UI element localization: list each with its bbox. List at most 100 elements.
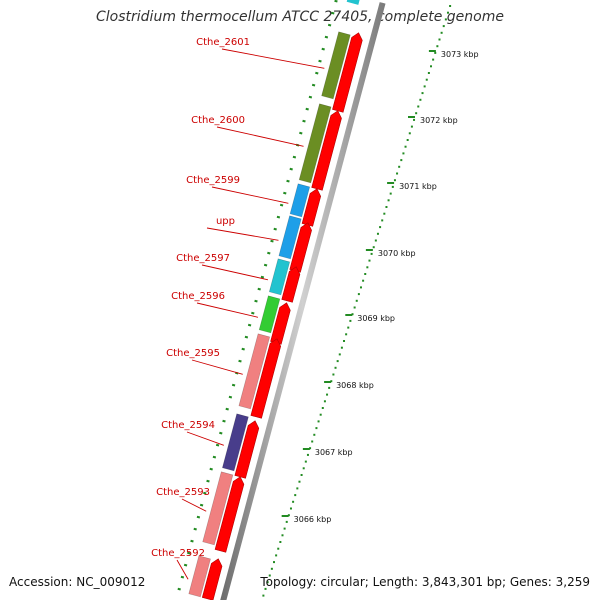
reverse-gene-5 <box>268 258 291 296</box>
scale-dot <box>349 319 352 322</box>
scale-dot <box>351 313 354 316</box>
inner-tick <box>308 95 313 99</box>
inner-tick <box>311 83 316 87</box>
inner-tick <box>187 551 191 555</box>
gene-label-9: Cthe_2593 <box>156 487 210 498</box>
inner-tick <box>193 527 197 531</box>
scale-dot <box>273 561 276 564</box>
leader-line-10 <box>176 559 189 580</box>
scale-dot <box>304 460 307 463</box>
inner-tick <box>270 239 274 243</box>
inner-tick <box>292 155 297 159</box>
scale-dot <box>400 159 403 162</box>
inner-tick <box>286 179 290 183</box>
inner-tick <box>190 539 194 543</box>
scale-dot <box>449 5 452 7</box>
scale-dot <box>410 125 413 128</box>
inner-tick <box>289 167 293 171</box>
scale-dot <box>319 413 322 416</box>
label-leaders <box>176 48 325 580</box>
leader-line-5 <box>201 264 269 281</box>
scale-dot <box>287 514 290 517</box>
scale-dot <box>404 145 407 148</box>
forward-gene-7 <box>250 338 282 419</box>
accession-label: Accession: NC_009012 <box>9 575 146 589</box>
inner-tick <box>283 191 287 195</box>
inner-tick <box>228 395 233 399</box>
inner-tick <box>244 335 249 339</box>
scale-dot <box>417 105 420 108</box>
gene-label-5: Cthe_2597 <box>176 253 230 264</box>
inner-tick <box>209 467 213 471</box>
scale-dot <box>425 78 428 81</box>
scale-dot <box>438 38 441 41</box>
scale-dot <box>393 179 396 182</box>
inner-tick <box>321 47 325 51</box>
scale-dot <box>359 286 362 289</box>
scale-dot <box>444 18 447 21</box>
scale-dot <box>446 11 449 14</box>
inner-tick <box>219 431 223 435</box>
leader-line-7 <box>191 359 243 375</box>
inner-tick <box>257 287 261 291</box>
inner-tick <box>212 455 217 459</box>
gene-label-2: Cthe_2600 <box>191 115 245 126</box>
scale-dot <box>381 219 384 222</box>
scale-dot <box>362 279 365 282</box>
leader-line-6 <box>196 302 259 318</box>
inner-tick <box>196 515 201 519</box>
scale-dot <box>364 273 367 275</box>
scale-dot <box>306 453 309 456</box>
scale-dot <box>387 199 390 202</box>
scale-dot <box>292 500 295 503</box>
forward-gene-3 <box>301 188 322 227</box>
inner-tick <box>238 359 242 363</box>
inner-tick <box>254 299 258 303</box>
inner-tick <box>260 275 265 279</box>
reverse-gene-3 <box>289 183 311 218</box>
scale-dot <box>334 366 337 369</box>
scale-dot <box>298 480 301 483</box>
gene-label-6: Cthe_2596 <box>171 291 225 302</box>
scale-dot <box>379 226 382 229</box>
scale-dot <box>413 118 416 121</box>
scale-dot <box>300 474 303 476</box>
scale-dot <box>406 139 409 141</box>
scale-dot <box>326 393 329 396</box>
scale-label-7: 3067 kbp <box>315 448 353 457</box>
inner-tick <box>273 227 277 231</box>
gene-label-1: Cthe_2601 <box>196 37 250 48</box>
reverse-gene-9 <box>202 471 234 546</box>
reverse-gene-10 <box>188 555 211 598</box>
inner-tick <box>225 407 229 411</box>
scale-label-1: 3073 kbp <box>441 50 479 59</box>
inner-tick <box>177 587 181 591</box>
leader-line-4 <box>206 227 279 241</box>
leader-line-1 <box>221 48 325 69</box>
scale-dot <box>275 554 278 557</box>
scale-dot <box>421 92 424 95</box>
scale-dot <box>338 353 341 356</box>
scale-label-2: 3072 kbp <box>420 116 458 125</box>
scale-dot <box>398 165 401 168</box>
forward-gene-8 <box>234 420 260 479</box>
inner-tick <box>305 107 309 111</box>
forward-strand-track <box>201 32 363 600</box>
scale-dot <box>396 172 399 175</box>
scale-dot <box>285 520 288 523</box>
reverse-gene-1 <box>321 31 351 100</box>
inner-tick <box>334 0 338 3</box>
genome-summary: Topology: circular; Length: 3,843,301 bp… <box>260 575 590 589</box>
inner-tick <box>276 215 281 219</box>
scale-label-8: 3066 kbp <box>294 515 332 524</box>
scale-dot <box>385 206 388 208</box>
reverse-gene-6 <box>258 295 281 334</box>
scale-dot <box>302 467 305 470</box>
backbone-ring <box>220 2 386 600</box>
scale-dot <box>436 45 439 48</box>
scale-dot <box>330 380 333 383</box>
scale-label-3: 3071 kbp <box>399 182 437 191</box>
inner-tick <box>206 479 210 483</box>
scale-dot <box>345 333 348 336</box>
scale-dot <box>423 85 426 88</box>
